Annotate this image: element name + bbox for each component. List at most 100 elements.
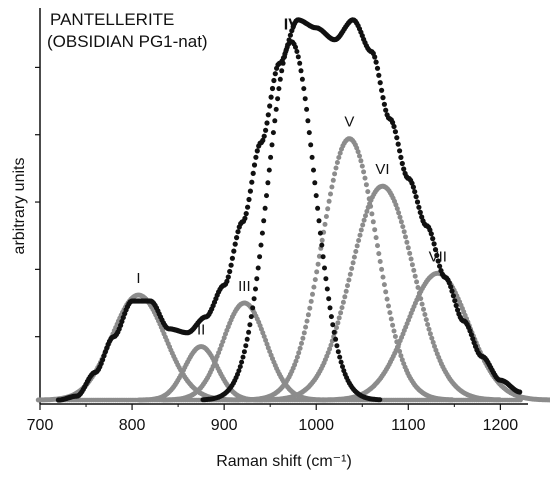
component-V-point bbox=[319, 237, 325, 243]
component-IV-point bbox=[276, 86, 282, 92]
envelope-point bbox=[227, 268, 233, 275]
component-IV-point bbox=[320, 254, 326, 260]
component-IV-point bbox=[295, 54, 301, 60]
component-IV-point bbox=[250, 305, 256, 311]
component-IV-point bbox=[255, 265, 261, 271]
component-VI-point bbox=[346, 277, 352, 283]
envelope-point bbox=[120, 314, 126, 321]
component-III bbox=[160, 300, 328, 403]
component-V-point bbox=[379, 266, 385, 272]
envelope-point bbox=[376, 72, 382, 78]
envelope-point bbox=[399, 160, 405, 167]
component-V-point bbox=[293, 358, 299, 364]
envelope-point bbox=[234, 235, 240, 241]
component-IV-point bbox=[308, 142, 314, 148]
component-V-point bbox=[355, 149, 361, 155]
component-IV-point bbox=[240, 354, 246, 360]
envelope-point bbox=[228, 262, 234, 268]
component-IV-point bbox=[244, 336, 250, 342]
y-axis-label: arbitrary units bbox=[11, 158, 28, 255]
component-V-point bbox=[332, 171, 338, 177]
y-axis-ticks bbox=[35, 66, 40, 338]
component-V-point bbox=[336, 155, 342, 160]
envelope-point bbox=[269, 85, 276, 92]
component-VI-point bbox=[350, 260, 356, 266]
component-VI-point bbox=[335, 320, 341, 326]
component-V-point bbox=[308, 298, 314, 304]
component-IV-point bbox=[309, 154, 315, 160]
component-V-point bbox=[369, 211, 375, 217]
component-IV-point bbox=[297, 60, 303, 66]
component-IV-point bbox=[301, 86, 307, 92]
component-IV-point bbox=[237, 364, 243, 370]
component-IV-point bbox=[315, 205, 321, 211]
component-V-point bbox=[380, 274, 386, 280]
chart-title-line-1: PANTELLERITE bbox=[50, 10, 174, 29]
envelope-point bbox=[395, 141, 401, 147]
component-IV-point bbox=[338, 359, 344, 365]
component-IV-point bbox=[302, 96, 308, 102]
envelope-point bbox=[410, 184, 416, 190]
component-V-point bbox=[329, 184, 335, 190]
component-VI-point bbox=[409, 262, 415, 268]
envelope-point bbox=[253, 154, 259, 160]
component-IV-point bbox=[317, 230, 323, 236]
component-V-point bbox=[296, 350, 302, 356]
component-V-point bbox=[326, 198, 332, 204]
peak-label-VI: VI bbox=[375, 161, 389, 178]
component-IV-point bbox=[277, 76, 283, 82]
envelope-point bbox=[452, 298, 458, 304]
envelope-point bbox=[383, 107, 389, 113]
envelope-point bbox=[401, 166, 407, 172]
component-V-point bbox=[376, 251, 382, 257]
component-V-point bbox=[301, 330, 307, 336]
component-VI-point bbox=[357, 232, 363, 238]
envelope-point bbox=[251, 162, 258, 168]
component-VI-point bbox=[415, 285, 421, 290]
component-IV-point bbox=[262, 205, 268, 211]
component-V-point bbox=[312, 277, 318, 283]
component-VI-point bbox=[347, 271, 353, 277]
component-V-point bbox=[311, 284, 317, 290]
envelope-point bbox=[392, 129, 398, 135]
component-VI-point bbox=[427, 331, 433, 337]
component-IV-point bbox=[322, 265, 327, 271]
component-V-point bbox=[328, 191, 333, 197]
component-V-point bbox=[399, 357, 405, 363]
component-VI-point bbox=[401, 229, 407, 235]
component-VI-point bbox=[358, 227, 364, 233]
component-VI-point bbox=[327, 346, 333, 352]
envelope-point bbox=[428, 231, 434, 237]
component-IV-point bbox=[298, 68, 304, 74]
peak-label-I: I bbox=[136, 270, 140, 287]
envelope-point bbox=[397, 148, 403, 154]
component-V-point bbox=[299, 340, 304, 346]
component-V-point bbox=[388, 316, 394, 322]
component-IV-point bbox=[330, 322, 336, 328]
component-VI-point bbox=[403, 234, 408, 240]
envelope-point bbox=[243, 211, 249, 217]
envelope-point bbox=[229, 255, 235, 261]
envelope-point bbox=[398, 154, 404, 160]
component-V-point bbox=[370, 219, 376, 225]
component-V-point bbox=[334, 160, 340, 165]
component-V-point bbox=[307, 305, 313, 311]
x-tick-label-1200: 1200 bbox=[483, 417, 519, 434]
component-IV-point bbox=[337, 354, 343, 360]
component-IV-point bbox=[265, 180, 271, 186]
component-IV-point bbox=[264, 193, 269, 199]
component-VI-point bbox=[354, 243, 360, 249]
envelope-point bbox=[416, 204, 422, 210]
component-IV-point bbox=[243, 343, 249, 349]
component-IV-point bbox=[254, 276, 260, 282]
envelope-point bbox=[249, 179, 255, 185]
component-VI-point bbox=[419, 301, 425, 307]
component-IV-point bbox=[328, 314, 334, 320]
envelope-point bbox=[260, 137, 266, 143]
envelope-point bbox=[265, 112, 271, 118]
component-V-point bbox=[305, 312, 311, 318]
component-V-point bbox=[365, 189, 371, 195]
component-IV-point bbox=[236, 368, 242, 374]
envelope-point bbox=[453, 302, 459, 309]
